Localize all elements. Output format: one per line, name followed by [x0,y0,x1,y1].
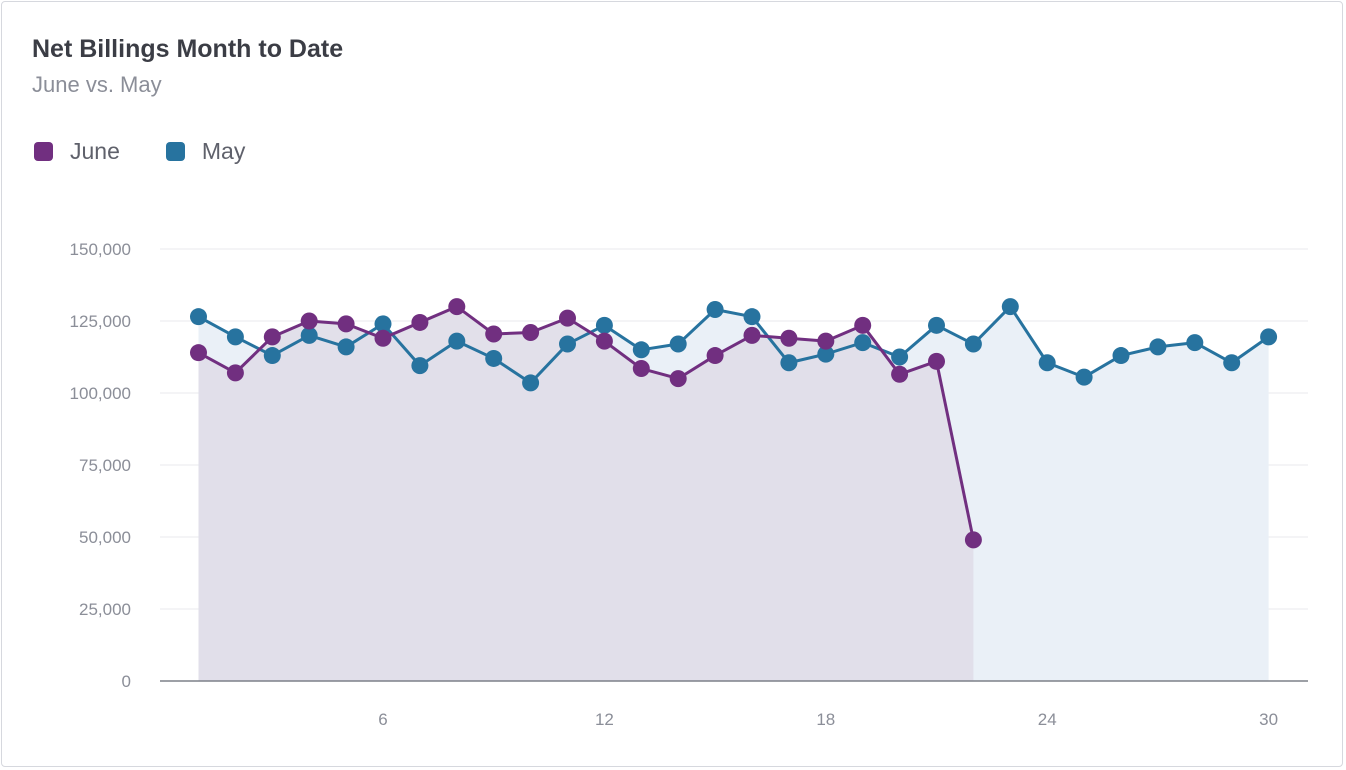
data-point-may [669,335,687,353]
series-line-june [197,305,975,541]
data-point-may [1260,328,1278,346]
data-point-may [190,308,207,326]
data-point-june [928,352,945,370]
data-point-may [1075,368,1093,386]
data-point-may [263,347,281,365]
chart-title: Net Billings Month to Date [32,35,344,63]
y-tick-label: 0 [122,672,131,691]
data-point-may [1223,354,1241,372]
data-point-may [632,341,650,359]
data-point-may [780,354,798,372]
data-point-may [411,357,429,375]
x-tick-label: 12 [595,710,614,729]
x-tick-label: 30 [1259,710,1278,729]
legend-swatch-may [165,142,185,161]
data-point-june [854,316,872,334]
legend-item-june[interactable]: June [34,138,120,165]
data-point-may [1038,354,1056,372]
legend: June May [34,138,291,165]
chart-subtitle: June vs. May [32,72,162,97]
y-tick-label: 125,000 [70,312,131,331]
data-point-june [226,364,244,382]
data-point-may [1112,347,1130,365]
data-point-may [891,348,909,366]
data-point-june [263,328,281,346]
x-tick-label: 24 [1038,710,1057,729]
data-point-june [632,360,650,378]
data-point-june [411,313,429,331]
data-point-may [559,335,576,353]
data-point-may [226,328,244,346]
data-point-may [964,335,982,353]
data-point-may [817,345,835,363]
data-point-june [448,298,466,316]
x-tick-label: 18 [816,710,835,729]
x-tick-label: 6 [378,710,387,729]
data-point-may [1001,298,1019,316]
data-point-may [448,332,466,350]
data-point-may [928,316,945,334]
y-tick-label: 100,000 [70,384,131,403]
y-tick-label: 25,000 [79,600,131,619]
data-point-may [1186,334,1204,352]
data-point-may [485,349,503,367]
data-point-may [337,338,355,356]
data-point-june [190,344,207,362]
data-point-june [300,312,318,330]
y-tick-label: 50,000 [79,528,131,547]
data-point-june [780,329,798,347]
legend-label-may: May [201,138,246,164]
legend-swatch-june [34,142,53,161]
data-point-may [854,334,872,352]
data-point-may [706,300,724,318]
y-tick-label: 150,000 [70,240,131,259]
data-point-june [743,326,761,344]
data-point-june [891,365,909,383]
data-point-may [1149,338,1167,356]
data-point-june [559,309,576,327]
y-tick-label: 75,000 [79,456,131,475]
legend-item-may[interactable]: May [165,138,246,165]
data-point-june [706,347,724,365]
legend-label-june: June [70,138,120,164]
data-point-june [337,315,355,333]
data-point-may [595,316,613,334]
data-point-june [374,329,392,347]
data-point-may [743,308,761,326]
data-point-june [595,332,613,350]
data-point-june [817,332,835,350]
data-point-may [374,315,392,333]
data-point-june [485,325,503,343]
area-june [198,306,974,681]
data-point-june [522,324,540,342]
data-point-june [669,370,687,388]
data-point-may [522,374,540,392]
data-point-june [964,531,982,549]
data-point-may [300,326,318,344]
